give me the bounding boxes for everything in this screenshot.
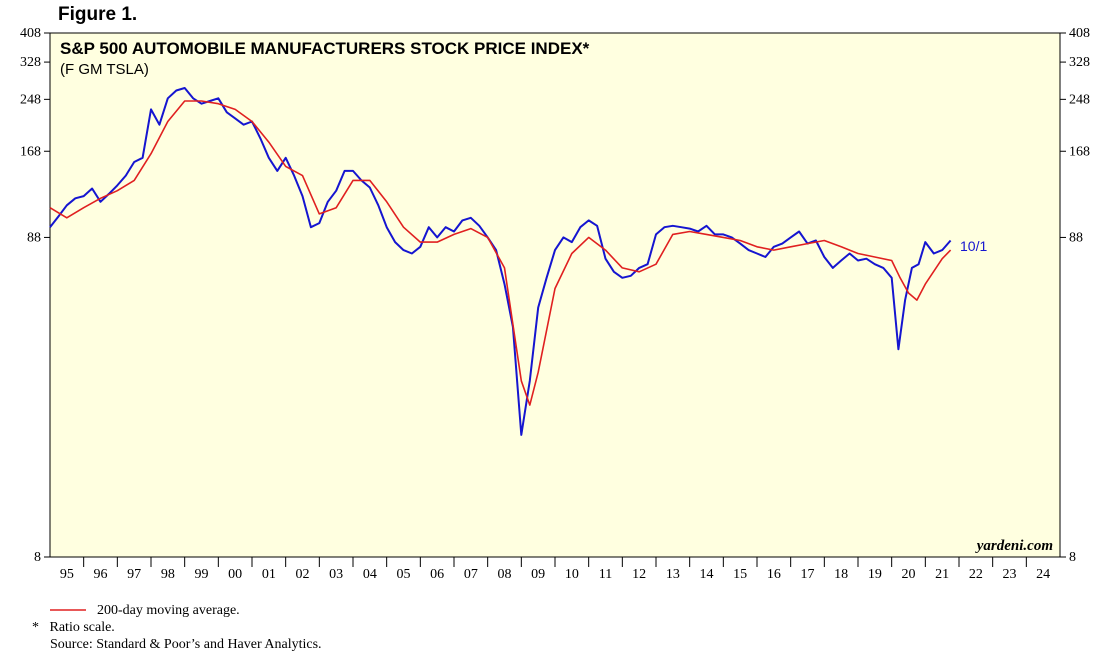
x-tick-label: 01 bbox=[262, 567, 276, 582]
x-tick-label: 02 bbox=[296, 567, 310, 582]
x-tick-label: 19 bbox=[868, 567, 882, 582]
x-axis: 95 96 97 98 99 00 01 02 03 04 05 06 07 08 09 10 11 12 13 14… bbox=[60, 557, 1050, 582]
x-tick-label: 22 bbox=[969, 567, 983, 582]
x-tick-label: 20 bbox=[902, 567, 916, 582]
x-tick-label: 08 bbox=[498, 567, 512, 582]
y-tick-label-left: 88 bbox=[27, 230, 41, 245]
x-tick-label: 18 bbox=[834, 567, 848, 582]
x-tick-label: 15 bbox=[733, 567, 747, 582]
footnote: * Ratio scale. bbox=[32, 620, 115, 635]
watermark: yardeni.com bbox=[975, 538, 1053, 554]
y-tick-label-left: 328 bbox=[20, 55, 41, 70]
x-tick-label: 24 bbox=[1036, 567, 1050, 582]
source-note: Source: Standard & Poor’s and Haver Anal… bbox=[50, 637, 322, 652]
chart-subtitle: (F GM TSLA) bbox=[60, 61, 149, 78]
y-tick-label-left: 168 bbox=[20, 144, 41, 159]
series-group bbox=[49, 87, 952, 436]
x-tick-label: 11 bbox=[599, 567, 612, 582]
x-tick-label: 10 bbox=[565, 567, 579, 582]
x-tick-label: 06 bbox=[430, 567, 444, 582]
y-tick-label-right: 328 bbox=[1069, 55, 1090, 70]
x-tick-label: 99 bbox=[195, 567, 209, 582]
y-tick-label-right: 8 bbox=[1069, 550, 1076, 565]
figure-label: Figure 1. bbox=[58, 4, 138, 25]
x-tick-label: 00 bbox=[228, 567, 242, 582]
x-tick-label: 07 bbox=[464, 567, 478, 582]
x-tick-label: 12 bbox=[632, 567, 646, 582]
end-label: 10/1 bbox=[960, 238, 987, 254]
x-tick-label: 05 bbox=[397, 567, 411, 582]
chart-title: S&P 500 AUTOMOBILE MANUFACTURERS STOCK P… bbox=[60, 39, 590, 58]
x-tick-label: 09 bbox=[531, 567, 545, 582]
x-tick-label: 14 bbox=[700, 567, 714, 582]
x-tick-label: 95 bbox=[60, 567, 74, 582]
y-tick-label-left: 408 bbox=[20, 26, 41, 41]
x-tick-label: 23 bbox=[1003, 567, 1017, 582]
x-tick-label: 21 bbox=[935, 567, 949, 582]
legend-label: 200-day moving average. bbox=[97, 603, 240, 618]
y-tick-label-left: 248 bbox=[20, 92, 41, 107]
x-tick-label: 13 bbox=[666, 567, 680, 582]
x-tick-label: 98 bbox=[161, 567, 175, 582]
x-tick-label: 16 bbox=[767, 567, 781, 582]
y-tick-label-right: 88 bbox=[1069, 230, 1083, 245]
x-tick-label: 17 bbox=[801, 567, 815, 582]
x-tick-label: 97 bbox=[127, 567, 141, 582]
y-tick-label-right: 408 bbox=[1069, 26, 1090, 41]
x-tick-label: 04 bbox=[363, 567, 377, 582]
y-tick-label-right: 168 bbox=[1069, 144, 1090, 159]
y-tick-label-right: 248 bbox=[1069, 92, 1090, 107]
plot-area bbox=[49, 32, 1061, 558]
y-tick-label-left: 8 bbox=[34, 550, 41, 565]
x-tick-label: 03 bbox=[329, 567, 343, 582]
x-tick-label: 96 bbox=[94, 567, 108, 582]
moving-average-line bbox=[49, 100, 952, 406]
